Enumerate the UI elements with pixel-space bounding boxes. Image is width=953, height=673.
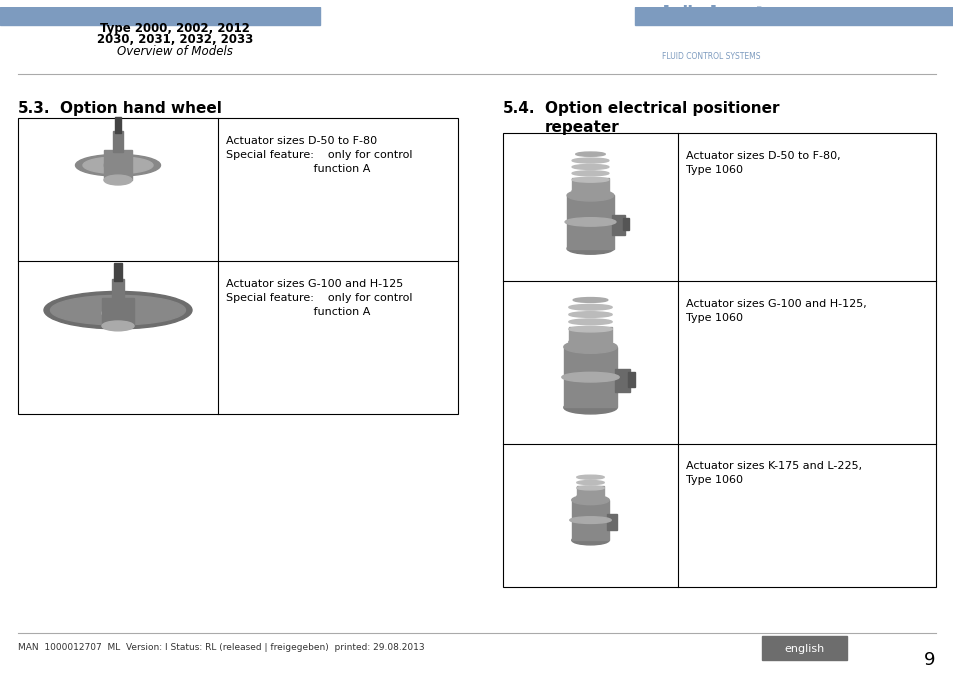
- Bar: [563, 347, 617, 407]
- Text: FLUID CONTROL SYSTEMS: FLUID CONTROL SYSTEMS: [661, 52, 760, 61]
- Bar: [112, 279, 124, 300]
- Bar: [566, 195, 614, 248]
- Ellipse shape: [44, 291, 192, 329]
- Ellipse shape: [561, 372, 618, 382]
- Text: 5.3.: 5.3.: [18, 101, 51, 116]
- Ellipse shape: [572, 171, 608, 176]
- Text: english: english: [783, 643, 823, 653]
- Text: Actuator sizes G-100 and H-125: Actuator sizes G-100 and H-125: [226, 279, 403, 289]
- Text: Actuator sizes D-50 to F-80: Actuator sizes D-50 to F-80: [226, 136, 376, 146]
- Bar: [635, 7, 953, 25]
- Text: Option electrical positioner
repeater: Option electrical positioner repeater: [544, 101, 779, 135]
- Ellipse shape: [568, 326, 612, 332]
- Text: bürkert: bürkert: [661, 5, 767, 29]
- Ellipse shape: [563, 401, 617, 414]
- Bar: [502, 133, 935, 587]
- Ellipse shape: [577, 475, 603, 479]
- Ellipse shape: [572, 187, 608, 195]
- Ellipse shape: [568, 304, 612, 310]
- Text: Actuator sizes D-50 to F-80,: Actuator sizes D-50 to F-80,: [685, 151, 840, 161]
- Text: MAN  1000012707  ML  Version: I Status: RL (released | freigegeben)  printed: 29: MAN 1000012707 ML Version: I Status: RL …: [18, 643, 424, 652]
- Ellipse shape: [568, 312, 612, 318]
- Text: Special feature:    only for control: Special feature: only for control: [226, 150, 412, 160]
- Ellipse shape: [572, 164, 608, 170]
- Bar: [679, 20, 714, 23]
- Ellipse shape: [75, 154, 160, 176]
- Text: Type 1060: Type 1060: [685, 475, 742, 485]
- Ellipse shape: [571, 495, 609, 505]
- Text: Type 2000, 2002, 2012: Type 2000, 2002, 2012: [100, 22, 250, 34]
- Ellipse shape: [577, 493, 603, 500]
- Ellipse shape: [569, 517, 611, 524]
- Bar: [0, 7, 319, 25]
- Text: function A: function A: [226, 307, 370, 317]
- Text: Actuator sizes G-100 and H-125,: Actuator sizes G-100 and H-125,: [685, 299, 866, 309]
- Bar: [669, 17, 678, 23]
- Text: Type 1060: Type 1060: [685, 165, 742, 175]
- Text: 5.4.: 5.4.: [502, 101, 535, 116]
- Bar: [571, 500, 609, 540]
- Ellipse shape: [577, 486, 603, 490]
- Bar: [628, 372, 634, 387]
- Bar: [112, 131, 123, 153]
- Text: Option hand wheel: Option hand wheel: [60, 101, 222, 116]
- Ellipse shape: [102, 306, 133, 320]
- Ellipse shape: [577, 481, 603, 485]
- Ellipse shape: [576, 152, 604, 156]
- Bar: [611, 215, 624, 235]
- Ellipse shape: [572, 177, 608, 182]
- Ellipse shape: [566, 190, 614, 201]
- Ellipse shape: [573, 297, 607, 302]
- Bar: [572, 178, 608, 191]
- Bar: [659, 17, 667, 23]
- Text: Actuator sizes K-175 and L-225,: Actuator sizes K-175 and L-225,: [685, 462, 862, 472]
- Ellipse shape: [51, 295, 185, 325]
- Ellipse shape: [568, 319, 612, 324]
- Ellipse shape: [83, 157, 152, 174]
- Ellipse shape: [568, 337, 612, 347]
- Ellipse shape: [571, 536, 609, 545]
- Bar: [102, 298, 133, 326]
- Bar: [113, 263, 122, 281]
- Bar: [761, 636, 846, 660]
- Text: Type 1060: Type 1060: [685, 313, 742, 322]
- Ellipse shape: [563, 341, 617, 353]
- Ellipse shape: [102, 321, 133, 331]
- Text: function A: function A: [226, 164, 370, 174]
- Bar: [622, 217, 629, 230]
- Bar: [606, 514, 617, 530]
- Bar: [104, 151, 132, 180]
- Text: 2030, 2031, 2032, 2033: 2030, 2031, 2032, 2033: [97, 34, 253, 46]
- Ellipse shape: [104, 160, 132, 171]
- Bar: [18, 118, 457, 414]
- Ellipse shape: [564, 217, 616, 226]
- Bar: [577, 486, 603, 497]
- Text: Overview of Models: Overview of Models: [117, 45, 233, 59]
- Ellipse shape: [566, 243, 614, 254]
- Bar: [568, 328, 612, 342]
- Bar: [115, 117, 121, 133]
- Ellipse shape: [572, 158, 608, 163]
- Text: Special feature:    only for control: Special feature: only for control: [226, 293, 412, 303]
- Bar: [615, 369, 629, 392]
- Text: 9: 9: [923, 651, 934, 669]
- Ellipse shape: [104, 175, 132, 185]
